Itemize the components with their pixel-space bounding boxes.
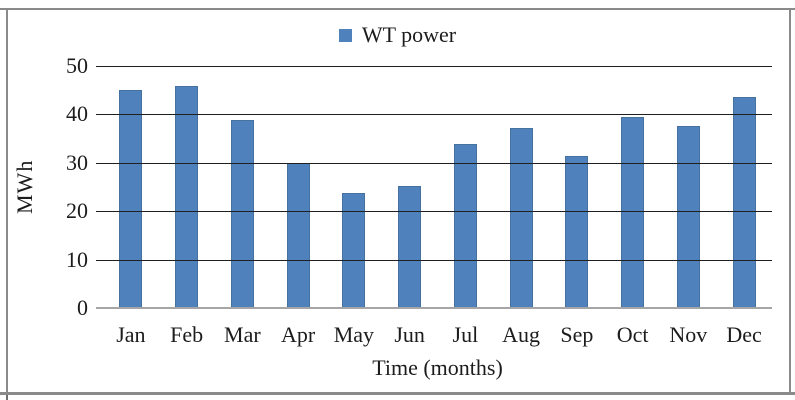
bar-jan: [119, 90, 143, 308]
x-axis-tick-labels: Jan Feb Mar Apr May Jun Jul Aug Sep Oct Nov Dec: [103, 320, 772, 350]
y-tick-label-20: 20: [66, 198, 88, 224]
bar-dec: [732, 97, 756, 308]
x-tick-label-jun: Jun: [394, 322, 425, 347]
bar-oct: [621, 116, 645, 308]
x-axis-title: Time (months): [372, 355, 503, 380]
y-tick-label-10: 10: [66, 246, 88, 272]
bar-slot-mar: [215, 66, 271, 308]
bar-slot-dec: [716, 66, 772, 308]
bar-jul: [453, 144, 477, 308]
gridline-y20: [96, 211, 772, 213]
bar-aug: [509, 128, 533, 308]
bar-slot-sep: [549, 66, 605, 308]
y-axis-title: MWh: [12, 159, 37, 215]
bar-sep: [565, 156, 589, 308]
x-tick-label-apr: Apr: [281, 322, 316, 347]
x-tick-label-nov: Nov: [669, 322, 708, 347]
x-tick-label-feb: Feb: [170, 322, 204, 347]
gridline-y30: [96, 162, 772, 164]
figure-border-top: [0, 8, 795, 10]
bar-slot-jul: [438, 66, 494, 308]
bar-mar: [230, 119, 254, 308]
bar-slot-feb: [159, 66, 215, 308]
bar-slot-oct: [605, 66, 661, 308]
bar-slot-aug: [493, 66, 549, 308]
x-axis-line: [96, 307, 772, 309]
x-tick-label-jan: Jan: [116, 322, 146, 347]
bar-feb: [175, 85, 199, 308]
y-axis-tick-labels: 0 10 20 30 40 50: [38, 55, 88, 319]
figure-border-bottom: [0, 392, 795, 395]
y-tick-label-30: 30: [66, 149, 88, 175]
gridline-y10: [96, 259, 772, 261]
bar-slot-nov: [661, 66, 717, 308]
figure-border-stub: [6, 395, 8, 400]
y-tick-label-0: 0: [77, 295, 88, 320]
gridline-y50: [96, 66, 772, 67]
figure-border-right: [789, 8, 791, 395]
y-tick-label-50: 50: [66, 53, 88, 78]
x-tick-label-aug: Aug: [502, 322, 541, 347]
legend: WT power: [0, 22, 795, 48]
bar-slot-may: [326, 66, 382, 308]
x-tick-label-jul: Jul: [452, 322, 479, 347]
bar-nov: [676, 125, 700, 308]
bar-may: [342, 192, 366, 308]
x-tick-label-dec: Dec: [726, 322, 762, 347]
x-tick-label-mar: Mar: [224, 322, 261, 347]
gridline-y40: [96, 114, 772, 116]
bar-slot-apr: [270, 66, 326, 308]
legend-marker-icon: [338, 28, 352, 42]
figure-border-left: [6, 8, 8, 395]
bar-series: [103, 66, 772, 308]
bar-jun: [398, 186, 422, 308]
bar-slot-jan: [103, 66, 159, 308]
bar-slot-jun: [382, 66, 438, 308]
plot-area: [96, 66, 772, 309]
y-tick-label-40: 40: [66, 101, 88, 127]
x-tick-label-sep: Sep: [560, 322, 594, 347]
x-tick-label-oct: Oct: [616, 322, 649, 347]
x-tick-label-may: May: [333, 322, 375, 347]
legend-label: WT power: [361, 22, 457, 47]
bar-apr: [286, 162, 310, 308]
